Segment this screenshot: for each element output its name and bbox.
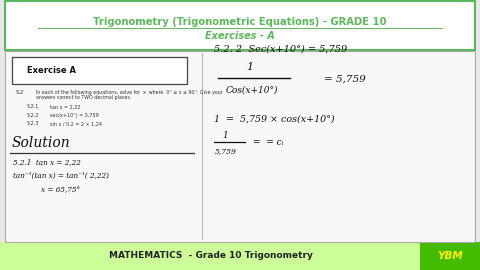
Text: Trigonometry (Trigonometric Equations) - GRADE 10: Trigonometry (Trigonometric Equations) -… <box>93 17 387 27</box>
Text: answers correct to TWO decimal places.: answers correct to TWO decimal places. <box>36 94 132 100</box>
Text: sin x / 0.2 = 2 × 1,24: sin x / 0.2 = 2 × 1,24 <box>50 121 102 126</box>
Text: = 5,759: = 5,759 <box>324 75 366 84</box>
Text: MATHEMATICS  - Grade 10 Trigonometry: MATHEMATICS - Grade 10 Trigonometry <box>109 251 313 260</box>
Text: 5.2.1  tan x = 2,22: 5.2.1 tan x = 2,22 <box>13 158 81 166</box>
Text: 5.2.3: 5.2.3 <box>26 121 39 126</box>
FancyBboxPatch shape <box>5 1 475 50</box>
Text: 5.2.2: 5.2.2 <box>26 113 39 118</box>
Text: 5.2.1: 5.2.1 <box>26 104 39 110</box>
FancyBboxPatch shape <box>5 51 475 242</box>
FancyBboxPatch shape <box>0 242 480 270</box>
Text: YBM: YBM <box>437 251 463 261</box>
Text: sec(x+10°) = 5,759: sec(x+10°) = 5,759 <box>50 113 99 118</box>
FancyBboxPatch shape <box>420 242 480 270</box>
Text: Solution: Solution <box>12 136 71 150</box>
Text: tan⁻¹(tan x) = tan⁻¹( 2,22): tan⁻¹(tan x) = tan⁻¹( 2,22) <box>13 171 109 180</box>
Text: 5,759: 5,759 <box>215 147 237 155</box>
Text: Cos(x+10°): Cos(x+10°) <box>226 86 278 95</box>
Text: =  = cᵢ: = = cᵢ <box>253 137 283 147</box>
Text: 1: 1 <box>246 62 253 73</box>
Text: In each of the following equations, solve for  x  where  0° ≤ x ≤ 90°. Give your: In each of the following equations, solv… <box>36 90 223 95</box>
Text: 5.2: 5.2 <box>16 90 24 96</box>
Text: 1  =  5,759 × cos(x+10°): 1 = 5,759 × cos(x+10°) <box>214 115 334 124</box>
Text: tan x = 2,22: tan x = 2,22 <box>50 104 81 110</box>
FancyBboxPatch shape <box>12 57 187 84</box>
Text: 5.2. 2  Sec(x+10°) = 5,759: 5.2. 2 Sec(x+10°) = 5,759 <box>214 45 347 53</box>
Text: Exercise A: Exercise A <box>27 66 76 75</box>
Text: 1: 1 <box>223 130 228 140</box>
Text: Exercises - A: Exercises - A <box>205 31 275 41</box>
Text: x = 65,75°: x = 65,75° <box>41 186 80 194</box>
